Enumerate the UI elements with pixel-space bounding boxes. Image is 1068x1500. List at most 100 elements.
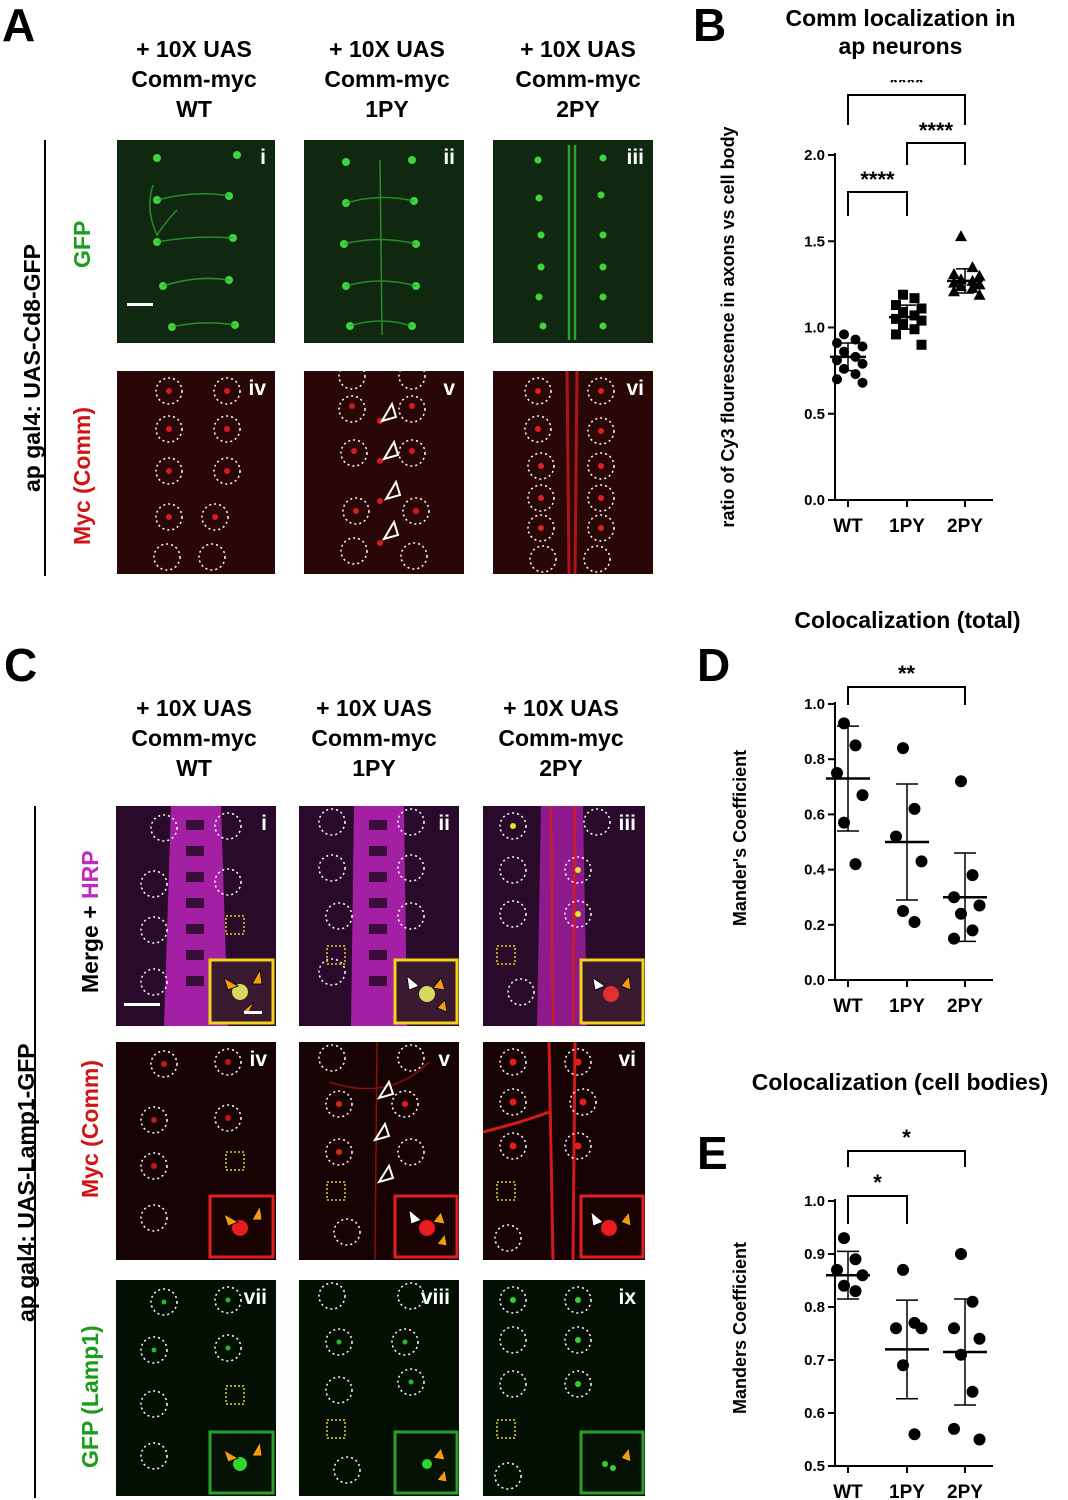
data-point (898, 289, 908, 300)
y-axis-label: ratio of Cy3 flourescence in axons vs ce… (718, 126, 738, 527)
panel-a-column-header-1py: + 10X UAS Comm-myc 1PY (297, 34, 477, 124)
data-point (891, 300, 901, 311)
data-point (891, 329, 901, 340)
header-line: 1PY (352, 755, 396, 781)
y-tick-label: 0.4 (804, 862, 826, 879)
y-tick-label: 0.9 (804, 1246, 825, 1263)
panel-c-gfp-row-label: GFP (Lamp1) (77, 1325, 103, 1468)
y-tick-label: 0.8 (804, 1299, 825, 1316)
panel-c-row-bracket-line (34, 806, 36, 1498)
significance-bracket (847, 191, 908, 216)
header-line: + 10X UAS (503, 695, 619, 721)
y-tick-label: 0.5 (804, 406, 825, 423)
x-tick-label: WT (833, 996, 863, 1017)
data-point (966, 281, 979, 293)
header-line: + 10X UAS (329, 36, 445, 62)
micrograph-c-vii: vii (116, 1280, 276, 1496)
micrograph-c-iv: iv (116, 1042, 276, 1260)
header-line: Comm-myc (515, 66, 641, 92)
roman-numeral: vii (243, 1286, 267, 1309)
chart-e-title: Colocalization (cell bodies) (751, 1069, 1049, 1095)
data-point (832, 374, 842, 385)
data-point (849, 1285, 862, 1298)
roman-numeral: vi (626, 377, 644, 400)
data-point (955, 230, 967, 242)
x-tick-label: 1PY (889, 996, 925, 1017)
chart-b: 0.0 0.5 1.0 1.5 2.0 WT 1PY 2PY ratio of Cy3 flou… (718, 80, 993, 537)
y-tick-label: 2.0 (804, 147, 825, 164)
data-point (849, 1253, 862, 1266)
data-point (857, 341, 868, 352)
y-tick-label: 0.2 (804, 917, 825, 934)
data-point (966, 924, 979, 937)
panel-a-genotype-label: ap gal4: UAS-Cd8-GFP (19, 244, 45, 492)
data-point (955, 1248, 967, 1260)
significance-label: **** (889, 80, 924, 95)
panel-a-gfp-row-label: GFP (69, 220, 95, 268)
y-tick-label: 1.0 (804, 320, 825, 337)
significance-label: **** (860, 167, 895, 192)
roman-numeral: iv (249, 1048, 267, 1071)
micrograph-a-vi: vi (493, 371, 653, 574)
data-point (850, 334, 861, 345)
significance-bracket (847, 1195, 908, 1224)
header-line: Comm-myc (311, 725, 437, 751)
data-point (966, 261, 979, 273)
micrograph-a-iv: iv (117, 371, 275, 574)
roman-numeral: viii (420, 1286, 450, 1309)
data-point (973, 899, 986, 912)
header-line: + 10X UAS (136, 36, 252, 62)
header-line: Comm-myc (324, 66, 450, 92)
header-line: Comm-myc (131, 66, 257, 92)
data-point (897, 742, 909, 755)
micrograph-a-v: v (304, 371, 464, 574)
panel-letter-c: C (4, 639, 38, 691)
panel-letter-b: B (693, 0, 727, 51)
panel-c-column-header-wt: + 10X UAS Comm-myc WT (104, 693, 284, 783)
data-point (839, 346, 849, 357)
data-point (839, 329, 849, 340)
y-axis-label: Mander's Coefficient (730, 750, 750, 926)
micrograph-c-v: v (299, 1042, 459, 1260)
chart-b-title-line1: Comm localization in (785, 5, 1016, 31)
panel-c-column-header-1py: + 10X UAS Comm-myc 1PY (284, 693, 464, 783)
data-point (849, 858, 862, 871)
header-line: Comm-myc (131, 725, 257, 751)
header-line: 2PY (556, 96, 600, 122)
micrograph-c-vi: vi (483, 1042, 645, 1260)
hrp-label-text: HRP (77, 850, 103, 900)
data-point (973, 278, 986, 290)
panel-a-row-bracket-line (44, 140, 46, 576)
y-tick-label: 0.6 (804, 1405, 825, 1422)
roman-numeral: iii (626, 146, 644, 169)
data-point (916, 315, 927, 326)
significance-label: **** (919, 118, 954, 143)
roman-numeral: v (443, 377, 455, 400)
y-tick-label: 0.8 (804, 751, 825, 768)
data-point (898, 319, 908, 330)
data-point (839, 363, 849, 374)
x-tick-label: 2PY (947, 1482, 983, 1500)
significance-bracket (847, 686, 966, 705)
merge-label-text: Merge + (77, 899, 103, 993)
x-tick-label: 1PY (889, 1482, 925, 1500)
x-tick-label: WT (833, 516, 863, 537)
data-point (955, 775, 967, 788)
y-tick-label: 1.5 (804, 233, 825, 250)
data-point (890, 1322, 902, 1335)
y-tick-label: 1.0 (804, 1193, 825, 1210)
y-axis-label: Manders Coefficient (730, 1242, 750, 1414)
y-tick-label: 0.7 (804, 1352, 825, 1369)
micrograph-a-ii: ii (304, 140, 464, 343)
data-point (897, 1263, 909, 1276)
y-tick-label: 0.6 (804, 806, 825, 823)
header-line: WT (176, 755, 212, 781)
data-point (909, 310, 920, 321)
panel-letter-e: E (697, 1127, 728, 1179)
roman-numeral: ii (443, 146, 455, 169)
roman-numeral: vi (618, 1048, 636, 1071)
chart-b-title-line2: ap neurons (838, 33, 963, 59)
data-point (948, 1322, 960, 1335)
roman-numeral: i (260, 146, 266, 169)
micrograph-c-ii: ii (299, 806, 459, 1026)
